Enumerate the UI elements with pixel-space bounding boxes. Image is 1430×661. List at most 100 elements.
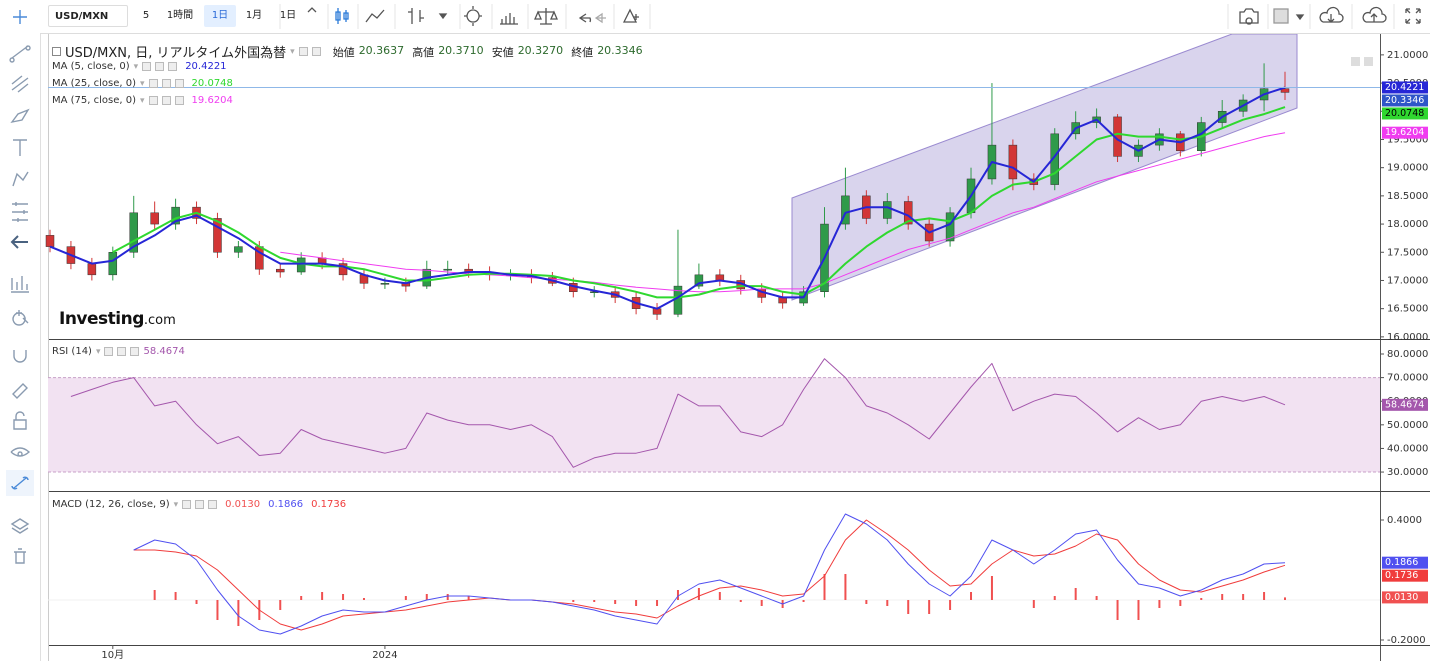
ohlc-label: 安値 (491, 45, 514, 59)
ohlc-label: 高値 (412, 45, 435, 59)
price-tag (1382, 398, 1428, 411)
icon (142, 62, 152, 71)
y-tick-label: 16.5000 (1387, 304, 1428, 315)
price-tag (1382, 556, 1428, 569)
candle-body (1280, 88, 1290, 93)
rsi-band (48, 377, 1380, 473)
moving-average (280, 132, 1286, 293)
y-tick-label: 40.0000 (1387, 443, 1428, 454)
macd-value: 0.1866 (268, 499, 304, 510)
pane-button[interactable] (1351, 57, 1360, 66)
price-tag-label: 19.6204 (1385, 127, 1424, 138)
watermark-brand: Investing (59, 309, 144, 329)
interval-button[interactable]: 1時間 (166, 10, 194, 21)
watermark: Investing.com (59, 309, 176, 329)
price-tag-label: 0.1866 (1385, 557, 1418, 568)
candle-body (883, 201, 892, 219)
moving-average (49, 86, 1286, 310)
macd-legend: MACD (12, 26, close, 9) ▾ 0.0130 0.1866 0… (52, 499, 347, 510)
ma-value: 20.4221 (185, 61, 227, 72)
price-tag-label: 20.0748 (1385, 108, 1424, 119)
icon (148, 79, 158, 88)
rsi-legend: RSI (14) ▾ 58.4674 (52, 346, 185, 357)
interval-button[interactable]: 1日 (279, 10, 297, 21)
interval-button[interactable]: 1月 (245, 10, 263, 21)
y-tick-label: 80.0000 (1387, 349, 1428, 360)
y-tick-label: -0.2000 (1387, 635, 1426, 646)
icon (174, 96, 184, 105)
candle-body (380, 283, 390, 285)
macd-value: 0.1736 (311, 499, 347, 510)
ma-name: MA (25, close, 0) (52, 78, 137, 89)
candle-body (1050, 133, 1059, 185)
candle-body (903, 201, 913, 225)
y-tick-label: 19.5000 (1387, 134, 1428, 145)
candle-body (150, 212, 159, 225)
y-tick-label: 19.0000 (1387, 163, 1428, 174)
candle-body (87, 263, 97, 276)
ma-value: 19.6204 (191, 95, 233, 106)
ohlc-value: 20.3270 (517, 43, 564, 57)
y-tick-label: 21.0000 (1387, 50, 1428, 61)
icon (174, 79, 184, 88)
candle-body (443, 268, 452, 271)
price-tag (1382, 107, 1428, 120)
candle-body (841, 195, 850, 225)
icon (148, 96, 158, 105)
macd-line (133, 513, 1286, 635)
candle-body (1008, 144, 1018, 180)
ohlc-value: 20.3710 (438, 43, 484, 57)
interval-button[interactable]: 1日 (204, 5, 236, 27)
candle-body (108, 252, 118, 276)
y-tick-label: 50.0000 (1387, 420, 1428, 431)
sidebar-icons[interactable] (6, 10, 34, 564)
y-tick-label: 18.0000 (1387, 219, 1428, 230)
interval-button[interactable]: 5 (142, 10, 150, 21)
candle-body (45, 235, 55, 247)
price-tag (1382, 569, 1428, 582)
candle-body (234, 246, 243, 253)
y-tick-label: 17.0000 (1387, 275, 1428, 286)
parallel-channel (791, 33, 1298, 301)
y-tick-label: 18.5000 (1387, 191, 1428, 202)
ohlc-label: 終値 (571, 45, 594, 59)
symbol-input[interactable]: USD/MXN (48, 5, 128, 27)
price-tag (1382, 81, 1428, 94)
icon (161, 96, 171, 105)
watermark-domain: .com (143, 313, 176, 328)
price-tag-label: 58.4674 (1385, 399, 1424, 410)
candle-body (213, 218, 222, 253)
ma-value: 20.0748 (191, 78, 233, 89)
icon (155, 62, 165, 71)
rsi-line (70, 358, 1286, 468)
price-tag-label: 0.0130 (1385, 592, 1418, 603)
ma-name: MA (75, close, 0) (52, 95, 137, 106)
y-tick-label: 17.5000 (1387, 247, 1428, 258)
candle-body (129, 212, 138, 253)
icon (161, 79, 171, 88)
ohlc-value: 20.3637 (358, 43, 405, 57)
price-legend: USD/MXN, 日, リアルタイム外国為替 ▾ 始値 20.3637 高値 20.3… (52, 42, 647, 61)
rsi-value: 58.4674 (143, 346, 185, 357)
y-tick-label: 70.0000 (1387, 373, 1428, 384)
caret: ▾ (133, 61, 139, 72)
caret: ▾ (140, 95, 145, 106)
icon (168, 62, 178, 71)
candle-body (694, 274, 704, 287)
top-toolbar: USD/MXN 5 1時間 1日 1月 1日 (40, 0, 1430, 34)
candle-body (338, 263, 348, 276)
x-tick-label: 2024 (372, 650, 397, 661)
ohlc-value: 20.3346 (597, 43, 643, 57)
price-tag (1382, 94, 1428, 107)
candle-body (276, 268, 285, 273)
sidebar (0, 0, 40, 661)
candle-body (171, 206, 180, 225)
macd-value: 0.0130 (225, 499, 261, 510)
price-tag (1382, 126, 1428, 139)
signal-line (133, 519, 1286, 631)
x-tick-label: 10月 (101, 649, 124, 661)
ma-legend: MA (25, close, 0) ▾ 20.0748 (52, 78, 233, 89)
pane-button[interactable] (1364, 57, 1373, 66)
y-tick-label: 16.0000 (1387, 332, 1428, 343)
